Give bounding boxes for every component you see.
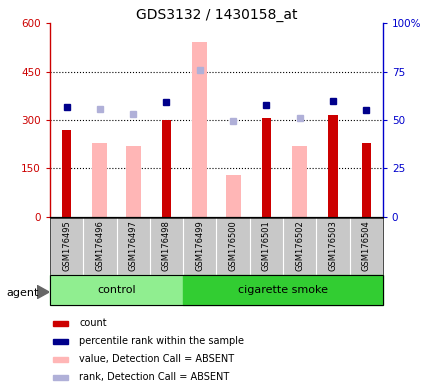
Text: percentile rank within the sample: percentile rank within the sample — [79, 336, 243, 346]
Title: GDS3132 / 1430158_at: GDS3132 / 1430158_at — [135, 8, 296, 22]
Text: cigarette smoke: cigarette smoke — [237, 285, 327, 295]
Bar — [183, 275, 382, 305]
Bar — [125, 146, 140, 217]
Text: GSM176497: GSM176497 — [128, 220, 138, 271]
Text: GSM176496: GSM176496 — [95, 220, 104, 271]
Bar — [53, 374, 67, 379]
Bar — [53, 357, 67, 362]
Text: control: control — [97, 285, 135, 295]
Bar — [261, 118, 270, 217]
Text: value, Detection Call = ABSENT: value, Detection Call = ABSENT — [79, 354, 233, 364]
Bar — [161, 120, 171, 217]
Text: GSM176495: GSM176495 — [62, 220, 71, 271]
Text: GSM176498: GSM176498 — [161, 220, 171, 271]
Text: GSM176501: GSM176501 — [261, 220, 270, 271]
Text: agent: agent — [7, 288, 39, 298]
Text: GSM176502: GSM176502 — [294, 220, 303, 271]
Bar — [62, 130, 71, 217]
Bar — [50, 275, 183, 305]
Bar — [361, 142, 370, 217]
Bar — [328, 115, 337, 217]
Text: GSM176503: GSM176503 — [328, 220, 337, 271]
Text: count: count — [79, 318, 106, 328]
Bar — [225, 175, 240, 217]
Bar — [53, 339, 67, 344]
Bar — [292, 146, 306, 217]
Polygon shape — [37, 285, 49, 299]
Bar — [192, 43, 207, 217]
Bar — [53, 321, 67, 326]
Text: rank, Detection Call = ABSENT: rank, Detection Call = ABSENT — [79, 372, 229, 382]
Bar — [92, 142, 107, 217]
Text: GSM176500: GSM176500 — [228, 220, 237, 271]
Text: GSM176499: GSM176499 — [195, 220, 204, 271]
Text: GSM176504: GSM176504 — [361, 220, 370, 271]
